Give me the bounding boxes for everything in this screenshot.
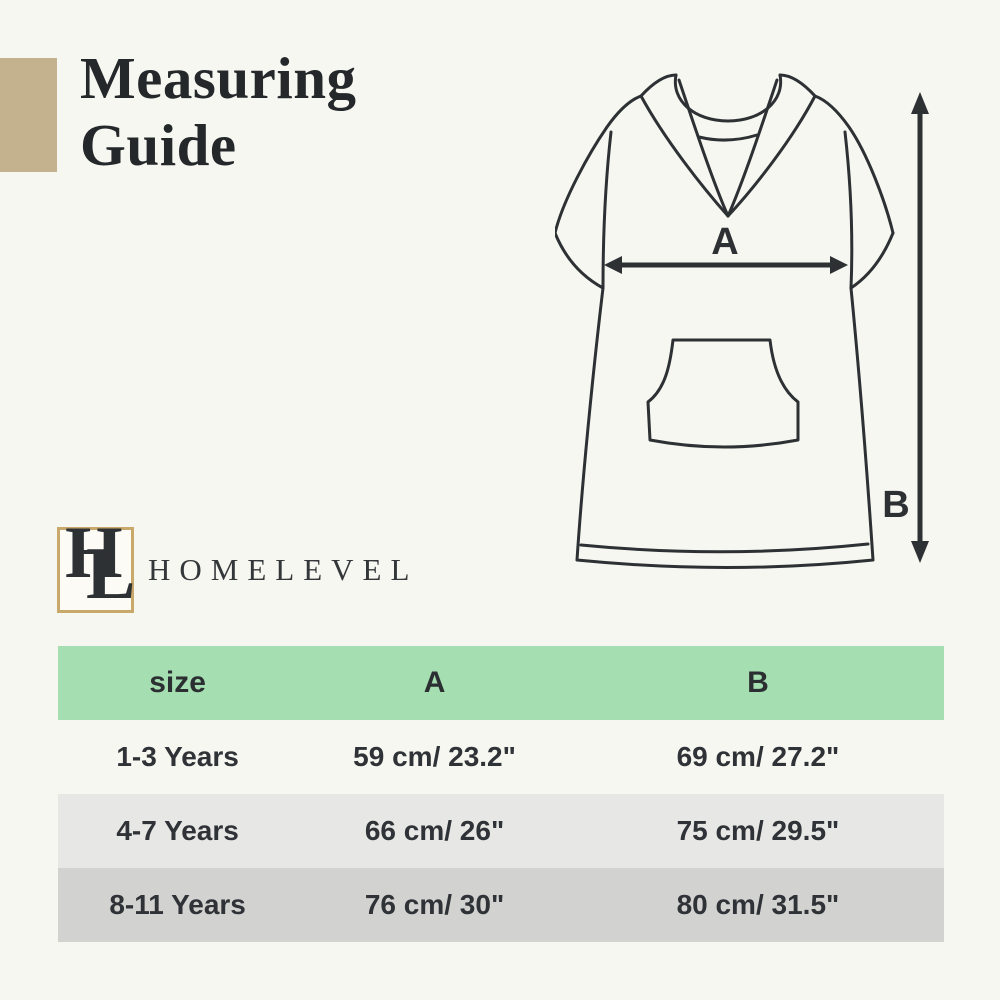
cell-b: 75 cm/ 29.5" [676, 815, 840, 846]
kangaroo-pocket [646, 338, 800, 449]
height-arrow-top-head [911, 92, 929, 114]
body-outline [575, 286, 875, 569]
left-collar-inner-edge [677, 78, 730, 218]
right-cuff-line [849, 231, 895, 290]
size-table-header: size A B [58, 646, 944, 720]
left-sleeve-outline [555, 73, 678, 235]
right-sleeve-outline [778, 73, 895, 235]
left-cuff-line [555, 231, 605, 290]
column-header-b: B [747, 666, 769, 699]
cell-a: 59 cm/ 23.2" [353, 741, 516, 772]
width-arrow-right-head [830, 256, 848, 274]
page-title: Measuring Guide [80, 45, 357, 178]
cell-b: 80 cm/ 31.5" [676, 889, 840, 920]
table-row: 4-7 Years 66 cm/ 26" 75 cm/ 29.5" [58, 794, 944, 868]
table-row: 8-11 Years 76 cm/ 30" 80 cm/ 31.5" [58, 868, 944, 942]
title-line-2: Guide [80, 111, 237, 178]
cell-size: 4-7 Years [116, 815, 239, 846]
hem-inner-line [579, 542, 870, 554]
size-table: size A B 1-3 Years 59 cm/ 23.2" 69 cm/ 2… [58, 646, 944, 942]
height-measure-label: B [882, 484, 909, 526]
cell-a: 76 cm/ 30" [364, 889, 505, 920]
height-arrow-shaft [917, 110, 923, 543]
monogram-letter-l: L [86, 533, 136, 615]
column-header-a: A [423, 666, 446, 699]
width-arrow-left-head [604, 256, 622, 274]
cell-b: 69 cm/ 27.2" [676, 741, 840, 772]
monogram-letter-h: H [65, 512, 123, 594]
accent-block [0, 58, 57, 172]
width-arrow-shaft [617, 262, 835, 268]
monogram-ornament-icon: ▼ [93, 549, 104, 561]
hood-back-seam [697, 133, 759, 142]
garment-diagram: A B [555, 73, 929, 569]
right-shoulder-seam [843, 130, 854, 290]
garment-outline [555, 73, 895, 569]
cell-a: 66 cm/ 26" [364, 815, 505, 846]
measure-arrows [604, 92, 929, 563]
hood-neck-curve [673, 73, 783, 123]
right-collar-outer-edge [726, 94, 817, 218]
right-collar-inner-edge [726, 78, 779, 218]
brand-monogram: H L ▼ [57, 516, 136, 615]
table-row: 1-3 Years 59 cm/ 23.2" 69 cm/ 27.2" [58, 720, 944, 794]
brand-name: HOMELEVEL [148, 552, 419, 587]
cell-size: 1-3 Years [116, 741, 239, 772]
left-shoulder-seam [601, 130, 613, 290]
height-arrow-bottom-head [911, 541, 929, 563]
width-measure-label: A [711, 221, 738, 263]
title-line-1: Measuring [80, 45, 357, 111]
brand-lockup: H L ▼ HOMELEVEL [57, 516, 419, 615]
left-collar-outer-edge [639, 94, 730, 218]
cell-size: 8-11 Years [109, 889, 246, 920]
column-header-size: size [149, 666, 206, 699]
